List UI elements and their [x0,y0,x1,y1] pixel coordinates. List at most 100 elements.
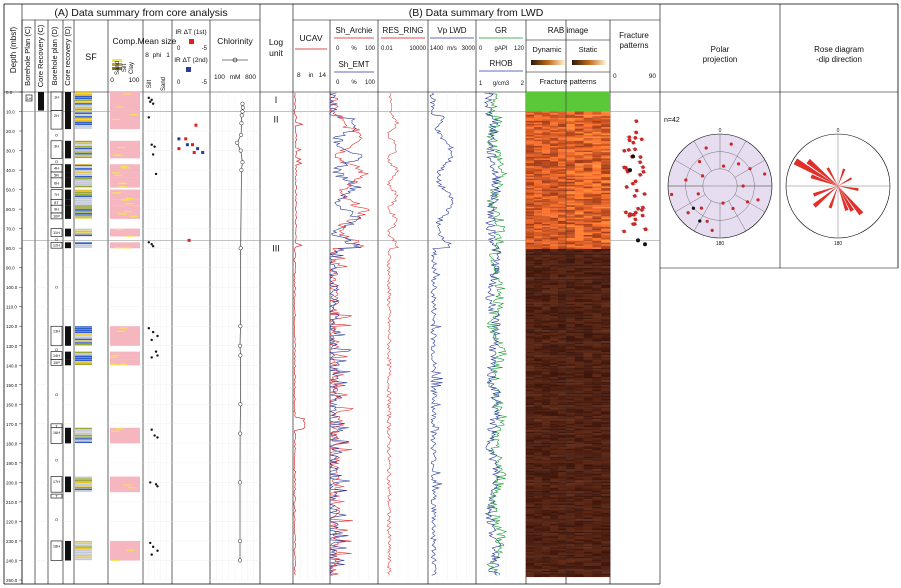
rab-pixel [574,550,584,553]
rab-pixel [542,550,551,553]
sf-stripe [75,177,92,180]
rab-pixel [583,386,593,389]
mean-size-point [151,330,155,334]
rab-pixel [601,225,611,228]
comp-legend-sand [112,59,122,62]
rab-pixel [550,211,559,214]
rab-pixel [592,483,602,485]
rab-pixel [583,372,593,375]
rab-pixel [583,192,593,195]
rab-pixel [566,178,576,181]
rab-pixel [583,352,593,354]
rab-pixel [566,245,576,248]
rab-pixel [542,367,551,370]
rab-pixel [574,453,584,456]
rab-pixel [583,231,593,234]
fracture-point [634,119,639,123]
rab-pixel [574,144,584,147]
comp-sand-stripe [129,215,138,217]
rab-pixel [534,484,543,487]
rab-pixel [558,456,567,459]
rose-tick-180: 180 [834,241,843,247]
rab-pixel [601,200,611,203]
rab-pixel [526,450,535,453]
rab-pixel [542,344,551,346]
rab-pixel [526,308,535,311]
rab-pixel [601,400,611,403]
rab-pixel [601,559,611,562]
rab-pixel [526,573,535,576]
rab-pixel [601,355,611,357]
rab-pixel [601,401,611,404]
rab-pixel [583,141,593,143]
rab-pixel [583,511,593,514]
rab-pixel [550,250,559,253]
sf-stripe [75,216,92,219]
ir1-point [192,151,196,155]
fracture-point [627,135,632,140]
rab-pixel [542,238,551,240]
rab-pixel [550,464,559,467]
rab-pixel [534,205,543,207]
rab-pixel [583,367,593,370]
rab-pixel [534,495,543,498]
rab-pixel [601,376,611,379]
rab-pixel [601,548,611,551]
rab-pixel [601,537,611,540]
rab-pixel [574,124,584,126]
rab-pixel [526,158,535,161]
rab-pixel [550,497,559,499]
rab-pixel [542,565,551,568]
rab-pixel [526,494,535,496]
rab-pixel [526,359,535,362]
rab-pixel [566,444,576,446]
rab-pixel [601,405,611,407]
rab-pixel [601,344,611,346]
rab-pixel [558,234,567,237]
comp-bar [110,172,140,178]
rab-pixel [601,298,611,301]
rab-pixel [550,411,559,414]
rab-pixel [542,325,551,328]
rab-pixel [574,145,584,148]
rab-pixel [583,408,593,410]
sf-stripe [75,486,92,489]
rab-pixel [601,484,611,487]
rab-pixel [550,256,559,259]
rab-pixel [566,561,576,564]
rab-pixel [526,134,535,137]
rab-pixel [534,519,543,521]
rab-pixel [583,397,593,400]
rab-pixel [592,327,602,329]
sf-stripe [75,558,92,561]
rab-pixel [574,570,584,573]
rab-pixel [601,236,611,239]
rab-pixel [583,292,593,295]
comp-sand-stripe [113,154,122,156]
rab-pixel [574,466,584,468]
rab-pixel [542,425,551,428]
rab-pixel [566,428,576,431]
rab-pixel [558,124,567,126]
rab-pixel [542,192,551,195]
polar-spoke [734,194,766,213]
rab-pixel [526,264,535,267]
rab-pixel [601,181,611,184]
rab-pixel [550,542,559,545]
rab-pixel [592,138,602,140]
chlorinity-point [239,168,244,173]
rab-pixel [550,298,559,301]
rab-pixel [542,138,551,140]
log-unit-label: I [275,95,278,105]
rab-pixel [592,334,602,337]
rab-pixel [566,431,576,434]
rab-pixel [558,455,567,457]
rab-pixel [534,197,543,200]
rab-pixel [583,214,593,217]
rab-pixel [550,437,559,440]
rab-pixel [574,476,584,479]
rab-pixel [526,550,535,553]
rab-pixel [566,192,576,195]
rab-pixel [558,138,567,140]
